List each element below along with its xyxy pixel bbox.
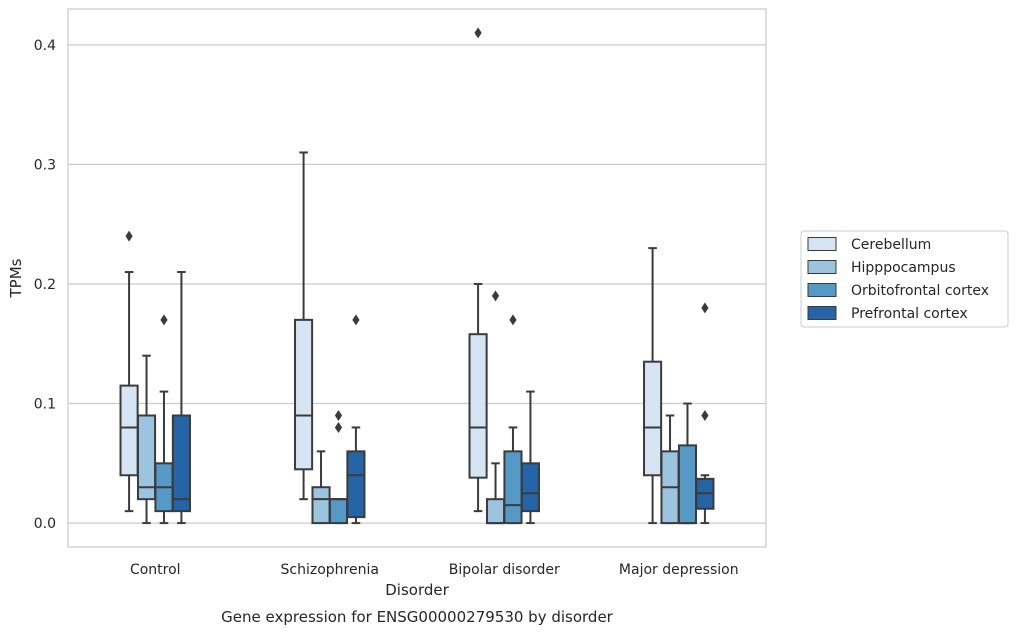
- box-body: [136, 414, 157, 501]
- outlier-point: [125, 230, 133, 242]
- box-3-0: [643, 247, 663, 525]
- box-1-3: [346, 314, 366, 525]
- box-body: [171, 414, 191, 513]
- box-2-3: [520, 390, 540, 525]
- outlier-point: [334, 421, 343, 433]
- box-body: [643, 360, 663, 477]
- plot-frame: [67, 8, 767, 548]
- x-tick-label: Bipolar disorder: [449, 562, 560, 578]
- outlier-point: [701, 409, 709, 421]
- x-tick-labels: Control Schizophrenia Bipolar disorder Majo…: [130, 562, 739, 578]
- box-layer: [119, 27, 715, 525]
- box-0-1: [136, 354, 157, 525]
- box-0-2: [154, 314, 174, 525]
- x-tick-label: Schizophrenia: [281, 562, 379, 578]
- y-tick-label: 0.1: [34, 397, 56, 413]
- box-3-1: [660, 414, 680, 525]
- legend-frame: [800, 230, 1009, 328]
- box-body: [328, 498, 349, 525]
- box-body: [520, 462, 540, 513]
- outlier-point: [491, 290, 500, 302]
- x-tick-label: Major depression: [619, 562, 739, 578]
- y-tick-label: 0.4: [34, 38, 56, 54]
- outlier-point: [160, 314, 168, 326]
- y-tick-label: 0.0: [34, 516, 56, 532]
- y-axis-label: TPMs: [7, 258, 25, 298]
- chart-caption: Gene expression for ENSG00000279530 by d…: [221, 608, 614, 626]
- box-0-3: [171, 271, 191, 525]
- outlier-point: [474, 27, 482, 39]
- box-2-0: [468, 27, 488, 513]
- outlier-point: [701, 302, 709, 314]
- box-1-2: [328, 409, 349, 525]
- box-body: [468, 333, 488, 479]
- x-axis-label: Disorder: [385, 581, 449, 599]
- box-body: [485, 498, 506, 525]
- box-3-3: [695, 302, 715, 525]
- box-body: [677, 444, 698, 525]
- legend: Cerebellum Hipppocampus Orbitofrontal cort…: [800, 230, 1009, 328]
- y-tick-label: 0.3: [34, 157, 56, 173]
- legend-entry: Hipppocampus: [851, 260, 956, 276]
- outlier-point: [334, 409, 343, 421]
- box-body: [294, 318, 314, 471]
- outlier-point: [352, 314, 360, 326]
- legend-entry: Cerebellum: [851, 237, 931, 253]
- box-body: [311, 486, 331, 525]
- legend-swatch: [807, 283, 837, 297]
- box-body: [503, 450, 523, 525]
- legend-swatch: [807, 237, 837, 251]
- y-tick-labels: 0.0 0.1 0.2 0.3 0.4: [34, 38, 56, 532]
- x-tick-label: Control: [130, 562, 181, 578]
- box-body: [346, 450, 366, 519]
- legend-swatch: [807, 260, 837, 274]
- box-0-0: [119, 230, 139, 513]
- legend-entry: Orbitofrontal cortex: [851, 283, 989, 299]
- y-tick-label: 0.2: [34, 277, 56, 293]
- legend-entry: Prefrontal cortex: [851, 306, 968, 322]
- outlier-point: [509, 314, 517, 326]
- box-1-0: [294, 151, 314, 501]
- legend-swatch: [807, 306, 837, 320]
- box-body: [119, 384, 139, 477]
